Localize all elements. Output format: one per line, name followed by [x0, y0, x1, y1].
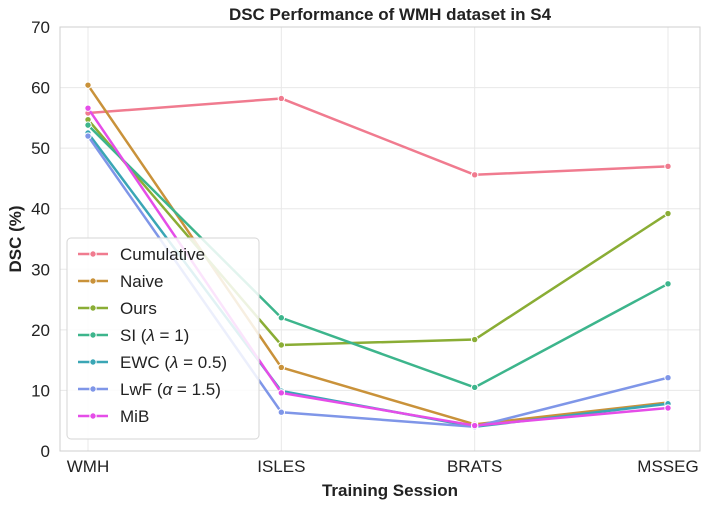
- data-point: [277, 408, 286, 416]
- legend-item: MiB: [78, 407, 149, 426]
- legend-label: Ours: [120, 299, 157, 318]
- data-point: [664, 374, 672, 382]
- data-point: [470, 171, 479, 179]
- legend-swatch-marker: [89, 277, 97, 285]
- y-tick-label: 0: [41, 442, 50, 461]
- data-point: [277, 94, 286, 103]
- data-point: [470, 421, 479, 430]
- series-3: [84, 121, 672, 392]
- data-point: [84, 132, 92, 140]
- legend-label: LwF (α = 1.5): [120, 380, 221, 399]
- legend-label: SI (λ = 1): [120, 326, 189, 345]
- data-point: [277, 363, 286, 372]
- data-point: [84, 104, 92, 112]
- y-tick-label: 30: [31, 260, 50, 279]
- data-point: [277, 389, 286, 397]
- legend-item: Naive: [78, 272, 163, 291]
- chart-title: DSC Performance of WMH dataset in S4: [229, 5, 552, 24]
- data-point: [664, 209, 672, 218]
- legend-label: Cumulative: [120, 245, 205, 264]
- y-axis-title: DSC (%): [6, 205, 25, 272]
- y-tick-label: 20: [31, 321, 50, 340]
- legend-item: Ours: [78, 299, 157, 318]
- y-axis-ticks: 0 10 20 30 40 50 60 70: [31, 18, 50, 461]
- series-line: [87, 118, 669, 347]
- y-tick-label: 60: [31, 79, 50, 98]
- data-point: [470, 335, 479, 344]
- legend-swatch-marker: [89, 358, 97, 366]
- legend-label: MiB: [120, 407, 149, 426]
- y-tick-label: 10: [31, 381, 50, 400]
- legend-item: SI (λ = 1): [78, 326, 189, 345]
- y-tick-label: 40: [31, 200, 50, 219]
- data-point: [84, 121, 92, 129]
- legend-item: Cumulative: [78, 245, 205, 264]
- data-point: [664, 162, 672, 171]
- data-point: [664, 404, 672, 412]
- x-tick-label: MSSEG: [637, 457, 698, 476]
- legend-box: [66, 237, 260, 440]
- legend-swatch-marker: [89, 250, 97, 258]
- y-tick-label: 70: [31, 18, 50, 37]
- data-point: [84, 81, 92, 89]
- series-line: [87, 124, 669, 389]
- data-point: [277, 341, 286, 349]
- legend: Cumulative Naive Ours SI (λ = 1) EWC (λ = 0.…: [66, 237, 260, 440]
- legend-swatch-marker: [89, 385, 97, 393]
- series-2: [84, 115, 672, 349]
- legend-label: EWC (λ = 0.5): [120, 353, 227, 372]
- legend-swatch-marker: [89, 304, 97, 312]
- series-line: [87, 97, 669, 177]
- legend-label: Naive: [120, 272, 163, 291]
- x-axis-title: Training Session: [322, 481, 458, 500]
- legend-item: LwF (α = 1.5): [78, 380, 221, 399]
- plot-frame: [59, 26, 701, 452]
- series-line: [86, 84, 669, 426]
- legend-item: EWC (λ = 0.5): [78, 353, 227, 372]
- data-point: [277, 314, 286, 322]
- legend-swatch-marker: [89, 331, 97, 339]
- data-point: [664, 280, 672, 288]
- x-tick-label: BRATS: [447, 457, 502, 476]
- legend-swatch-marker: [89, 412, 97, 420]
- y-tick-label: 50: [31, 139, 50, 158]
- x-axis-ticks: WMH ISLES BRATS MSSEG: [67, 457, 699, 476]
- data-point: [470, 383, 479, 392]
- x-tick-label: WMH: [67, 457, 109, 476]
- x-tick-label: ISLES: [257, 457, 305, 476]
